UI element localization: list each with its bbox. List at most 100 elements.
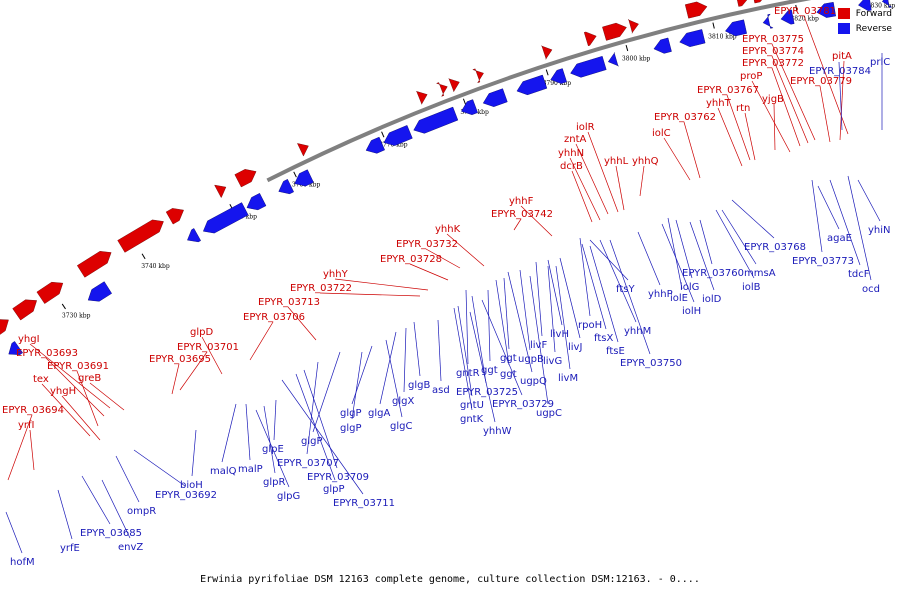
forward-gene-label[interactable]: pitA (832, 51, 852, 62)
reverse-gene-label[interactable]: EPYR_03760 (682, 268, 744, 279)
forward-gene-label[interactable]: yhgH (50, 386, 76, 397)
forward-gene-label[interactable]: yhhQ (632, 156, 659, 167)
reverse-gene-label[interactable]: ugpB (518, 354, 544, 365)
forward-gene-label[interactable]: EPYR_03775 (742, 34, 804, 45)
reverse-gene-label[interactable]: iolG (680, 282, 699, 293)
forward-gene-label[interactable]: EPYR_03722 (290, 283, 352, 294)
forward-gene-label[interactable]: EPYR_03742 (491, 209, 553, 220)
reverse-gene-label[interactable]: ocd (862, 284, 880, 295)
forward-gene-label[interactable]: EPYR_03762 (654, 112, 716, 123)
forward-gene-label[interactable]: yhhN (558, 148, 584, 159)
reverse-gene-label[interactable]: hofM (10, 557, 35, 568)
reverse-gene-label[interactable]: glpG (277, 491, 300, 502)
reverse-gene-label[interactable]: malP (238, 464, 263, 475)
forward-gene-label[interactable]: EPYR_03732 (396, 239, 458, 250)
reverse-gene-label[interactable]: livG (543, 356, 562, 367)
forward-gene-label[interactable]: rtn (736, 103, 750, 114)
reverse-gene-label[interactable]: glgC (390, 421, 412, 432)
forward-gene-label[interactable]: yhhT (706, 98, 732, 109)
reverse-gene-label[interactable]: tdcF (848, 269, 870, 280)
reverse-gene-label[interactable]: ugpQ (520, 376, 547, 387)
reverse-gene-label[interactable]: EPYR_03707 (277, 458, 339, 469)
reverse-gene-label[interactable]: asd (432, 385, 450, 396)
reverse-gene-label[interactable]: EPYR_03725 (456, 387, 518, 398)
forward-gene-label[interactable]: EPYR_03694 (2, 405, 64, 416)
reverse-gene-label[interactable]: bioH (180, 480, 203, 491)
reverse-gene-label[interactable]: ftsE (606, 346, 625, 357)
reverse-gene-label[interactable]: EPYR_03685 (80, 528, 142, 539)
reverse-gene-label[interactable]: gntK (460, 414, 484, 425)
reverse-gene-label[interactable]: EPYR_03750 (620, 358, 682, 369)
forward-gene-label[interactable]: yhhF (509, 196, 534, 207)
forward-gene-label[interactable]: dcrB (560, 161, 583, 172)
reverse-gene-label[interactable]: envZ (118, 542, 143, 553)
reverse-gene-label[interactable]: rpoH (578, 320, 602, 331)
reverse-gene-label[interactable]: glgX (392, 396, 414, 407)
forward-gene-label[interactable]: yrfI (18, 420, 35, 431)
forward-gene-label[interactable]: tex (33, 374, 49, 385)
reverse-gene-label[interactable]: glgB (408, 380, 430, 391)
reverse-gene-label[interactable]: ftsY (616, 284, 635, 295)
reverse-gene-label[interactable]: glgA (368, 408, 390, 419)
forward-gene-label[interactable]: EPYR_03728 (380, 254, 442, 265)
reverse-gene-label[interactable]: prlC (870, 57, 890, 68)
reverse-gene-label[interactable]: ompR (127, 506, 156, 517)
reverse-gene-label[interactable]: EPYR_03729 (492, 399, 554, 410)
reverse-gene-label[interactable]: EPYR_03692 (155, 490, 217, 501)
forward-gene-label[interactable]: iolC (652, 128, 671, 139)
reverse-gene-label[interactable]: EPYR_03784 (809, 66, 871, 77)
forward-gene-label[interactable]: EPYR_03693 (16, 348, 78, 359)
reverse-gene-label[interactable]: yhhM (624, 326, 651, 337)
forward-gene-label[interactable]: EPYR_03767 (697, 85, 759, 96)
forward-gene-label[interactable]: EPYR_03706 (243, 312, 305, 323)
forward-gene-label[interactable]: yhhK (435, 224, 461, 235)
reverse-gene-label[interactable]: ftsX (594, 333, 613, 344)
forward-gene-label[interactable]: yhgI (18, 334, 40, 345)
reverse-gene-label[interactable]: glpR (263, 477, 285, 488)
reverse-gene-label[interactable]: yhiN (868, 225, 891, 236)
forward-gene-label[interactable]: EPYR_03713 (258, 297, 320, 308)
reverse-gene-label[interactable]: iolB (742, 282, 761, 293)
reverse-gene-label[interactable]: livM (558, 373, 578, 384)
reverse-gene-label[interactable]: glgP (301, 436, 323, 447)
forward-gene-label[interactable]: yjgB (762, 94, 784, 105)
reverse-gene-label[interactable]: livJ (568, 342, 582, 353)
reverse-gene-label[interactable]: iolD (702, 294, 722, 305)
forward-gene-label[interactable]: EPYR_03774 (742, 46, 804, 57)
reverse-gene-label[interactable]: EPYR_03773 (792, 256, 854, 267)
reverse-gene-label[interactable]: gntU (460, 400, 484, 411)
reverse-gene-label[interactable]: malQ (210, 466, 237, 477)
reverse-gene-label[interactable]: ugpC (536, 408, 562, 419)
forward-gene-label[interactable]: zntA (564, 134, 587, 145)
forward-gene-label[interactable]: EPYR_03779 (790, 76, 852, 87)
reverse-gene-label[interactable]: iolH (682, 306, 701, 317)
forward-gene-label[interactable]: iolR (576, 122, 595, 133)
reverse-gene-label[interactable]: livH (550, 329, 569, 340)
reverse-gene-label[interactable]: agaE (827, 233, 852, 244)
reverse-gene-label[interactable]: EPYR_03709 (307, 472, 369, 483)
reverse-gene-label[interactable]: ggt (481, 365, 498, 376)
reverse-gene-label[interactable]: glgP (340, 423, 362, 434)
reverse-gene-label[interactable]: EPYR_03768 (744, 242, 806, 253)
forward-gene-label[interactable]: EPYR_03695 (149, 354, 211, 365)
reverse-gene-label[interactable]: gntR (456, 368, 480, 379)
forward-gene-label[interactable]: EPYR_03781 (774, 6, 836, 17)
reverse-gene-label[interactable]: yrfE (60, 543, 80, 554)
reverse-gene-label[interactable]: mmsA (744, 268, 776, 279)
forward-gene-label[interactable]: EPYR_03701 (177, 342, 239, 353)
forward-gene-label[interactable]: greB (78, 373, 101, 384)
forward-gene-label[interactable]: EPYR_03772 (742, 58, 804, 69)
forward-gene-label[interactable]: yhhY (323, 269, 349, 280)
forward-gene-label[interactable]: glpD (190, 327, 213, 338)
reverse-gene-label[interactable]: yhhW (483, 426, 512, 437)
forward-gene-label[interactable]: proP (740, 71, 762, 82)
reverse-gene-label[interactable]: yhhP (648, 289, 673, 300)
forward-gene-label[interactable]: yhhL (604, 156, 629, 167)
reverse-gene-label[interactable]: ggt (500, 369, 517, 380)
reverse-gene-label[interactable]: livF (530, 340, 547, 351)
reverse-gene-label[interactable]: glgP (340, 408, 362, 419)
reverse-gene-label[interactable]: glpP (323, 484, 345, 495)
reverse-gene-label[interactable]: iolE (670, 293, 688, 304)
reverse-gene-label[interactable]: EPYR_03711 (333, 498, 395, 509)
forward-gene-label[interactable]: EPYR_03691 (47, 361, 109, 372)
